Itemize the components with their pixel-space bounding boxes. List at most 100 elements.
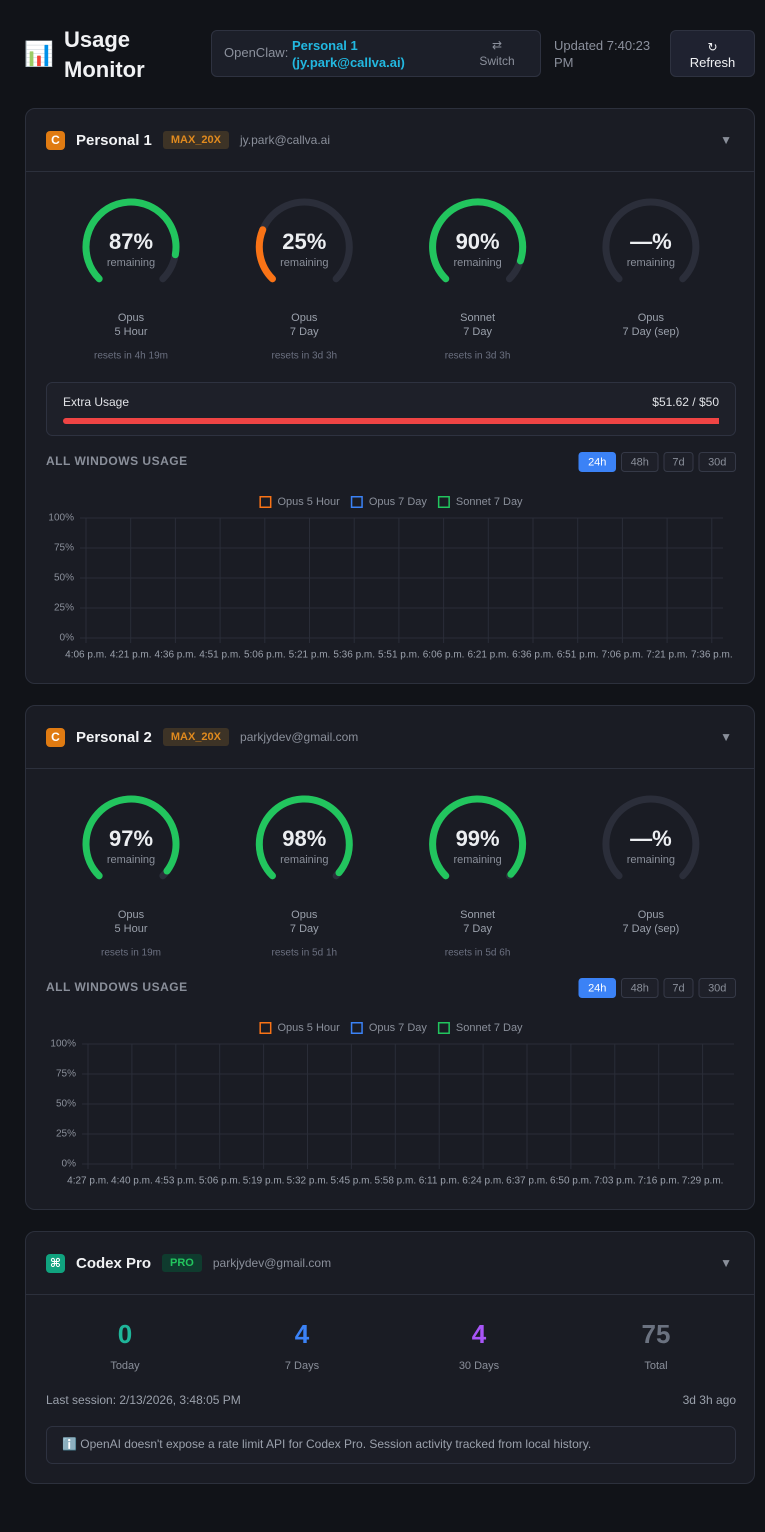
y-tick-label: 100%: [50, 1039, 76, 1050]
codex-card: ⌘ Codex Pro PRO parkjydev@gmail.com ▼ 0 Today 4…: [25, 1231, 755, 1484]
gauge-window: 7 Day: [463, 923, 492, 935]
account-name: Codex Pro: [76, 1254, 152, 1272]
gauge-value: —%: [630, 229, 672, 254]
gauge-arc: [429, 795, 527, 880]
legend: Opus 5 Hour Opus 7 Day Sonnet 7 Day: [259, 496, 523, 508]
x-tick-label: 7:29 p.m.: [682, 1176, 724, 1187]
range-button[interactable]: 24h: [578, 452, 616, 472]
x-tick-label: 7:03 p.m.: [594, 1176, 636, 1187]
x-tick-label: 6:37 p.m.: [506, 1176, 548, 1187]
switch-button[interactable]: ⇄ Switch: [472, 37, 522, 69]
legend-label: Opus 7 Day: [369, 1022, 428, 1034]
range-button[interactable]: 7d: [663, 978, 694, 998]
last-session: Last session: 2/13/2026, 3:48:05 PM: [46, 1393, 241, 1407]
account-switcher: OpenClaw: Personal 1 (jy.park@callva.ai) ⇄…: [211, 30, 541, 77]
account-email: jy.park@callva.ai: [240, 133, 331, 147]
range-button[interactable]: 30d: [698, 452, 736, 472]
range-button[interactable]: 48h: [621, 452, 659, 472]
gauge-caption: remaining: [107, 257, 155, 269]
legend-swatch: [259, 1022, 272, 1034]
plan-badge: MAX_20X: [162, 131, 230, 149]
gauge-reset: resets in 3d 3h: [445, 351, 511, 362]
range-button[interactable]: 48h: [621, 978, 659, 998]
range-button-label: 7d: [672, 456, 684, 468]
gauge-model: Opus: [118, 909, 145, 921]
range-button-bg: [663, 452, 694, 472]
x-tick-label: 4:51 p.m.: [199, 650, 241, 661]
stat-value: 0: [118, 1319, 132, 1349]
gauge-reset: resets in 19m: [101, 948, 161, 959]
x-tick-label: 5:06 p.m.: [244, 650, 286, 661]
range-button[interactable]: 24h: [578, 978, 616, 998]
y-tick-label: 0%: [60, 633, 75, 644]
legend-swatch: [437, 1022, 450, 1034]
gauge-model: Sonnet: [460, 909, 495, 921]
range-button-bg: [578, 978, 616, 998]
legend-swatch: [259, 496, 272, 508]
y-tick-label: 75%: [56, 1069, 76, 1080]
last-session-ago: 3d 3h ago: [683, 1393, 737, 1407]
gauge-reset: resets in 4h 19m: [94, 351, 168, 362]
extra-usage-box: [46, 382, 736, 436]
refresh-button[interactable]: ↻ Refresh: [670, 30, 755, 77]
legend-swatch: [350, 1022, 363, 1034]
account-card: C Personal 2 MAX_20X parkjydev@gmail.com ▼ 97…: [25, 705, 755, 1210]
gauge-reset: resets in 5d 6h: [445, 948, 511, 959]
y-tick-label: 75%: [54, 543, 74, 554]
card-header: ⌘ Codex Pro PRO parkjydev@gmail.com: [26, 1232, 754, 1295]
x-tick-label: 7:06 p.m.: [602, 650, 644, 661]
gauge-caption: remaining: [627, 257, 675, 269]
account-name: Personal 2: [76, 728, 152, 746]
stat-value: 4: [295, 1319, 310, 1349]
info-note: ℹ️ OpenAI doesn't expose a rate limit AP…: [62, 1437, 591, 1451]
app-title: Usage Monitor: [64, 27, 145, 82]
gauge-track: [602, 198, 700, 283]
range-button[interactable]: 7d: [663, 452, 694, 472]
card-body: 97% remaining Opus 5 Hour resets in 19m 98% re…: [46, 795, 736, 1187]
gauge-track: [602, 795, 700, 880]
stat-value: 75: [642, 1319, 671, 1349]
y-tick-label: 50%: [56, 1099, 76, 1110]
source-label: OpenClaw:: [224, 45, 289, 60]
range-button-label: 7d: [672, 982, 684, 994]
extra-usage-bar: [63, 418, 719, 424]
collapse-toggle[interactable]: ▼: [720, 730, 732, 744]
info-note-box: [46, 1426, 736, 1464]
range-button[interactable]: 30d: [698, 978, 736, 998]
gauge-window: 7 Day: [463, 326, 492, 338]
x-tick-label: 5:51 p.m.: [378, 650, 420, 661]
legend-label: Sonnet 7 Day: [456, 496, 523, 508]
card-header: C Personal 1 MAX_20X jy.park@callva.ai: [26, 109, 754, 172]
refresh-icon: ↻: [707, 40, 718, 54]
range-button-bg: [698, 452, 736, 472]
x-tick-label: 6:24 p.m.: [462, 1176, 504, 1187]
stat-label: Total: [644, 1360, 667, 1372]
gauge-value: 99%: [456, 826, 500, 851]
gauge-value: 98%: [282, 826, 326, 851]
legend-label: Opus 5 Hour: [277, 1022, 340, 1034]
x-tick-label: 6:51 p.m.: [557, 650, 599, 661]
gauge-value: 97%: [109, 826, 153, 851]
account-name: Personal 1: [76, 131, 152, 149]
legend: Opus 5 Hour Opus 7 Day Sonnet 7 Day: [259, 1022, 523, 1034]
collapse-toggle[interactable]: ▼: [720, 133, 732, 147]
gauge-arc: [255, 226, 276, 283]
account-email: parkjydev@gmail.com: [212, 1256, 332, 1270]
gauge-caption: remaining: [453, 257, 501, 269]
range-button-label: 24h: [588, 982, 606, 994]
legend-label: Opus 5 Hour: [277, 496, 340, 508]
gauge-track: [255, 198, 353, 283]
legend-label: Opus 7 Day: [369, 496, 428, 508]
x-tick-label: 5:45 p.m.: [331, 1176, 373, 1187]
gauge-caption: remaining: [453, 854, 501, 866]
gauge-window: 5 Hour: [114, 923, 147, 935]
gauge-arc: [429, 198, 527, 283]
collapse-toggle[interactable]: ▼: [720, 1256, 732, 1270]
x-tick-label: 6:06 p.m.: [423, 650, 465, 661]
gauge-track: [429, 198, 527, 283]
y-tick-label: 50%: [54, 573, 74, 584]
legend-label: Sonnet 7 Day: [456, 1022, 523, 1034]
app-icon: 📊: [24, 41, 54, 68]
range-button-label: 24h: [588, 456, 606, 468]
